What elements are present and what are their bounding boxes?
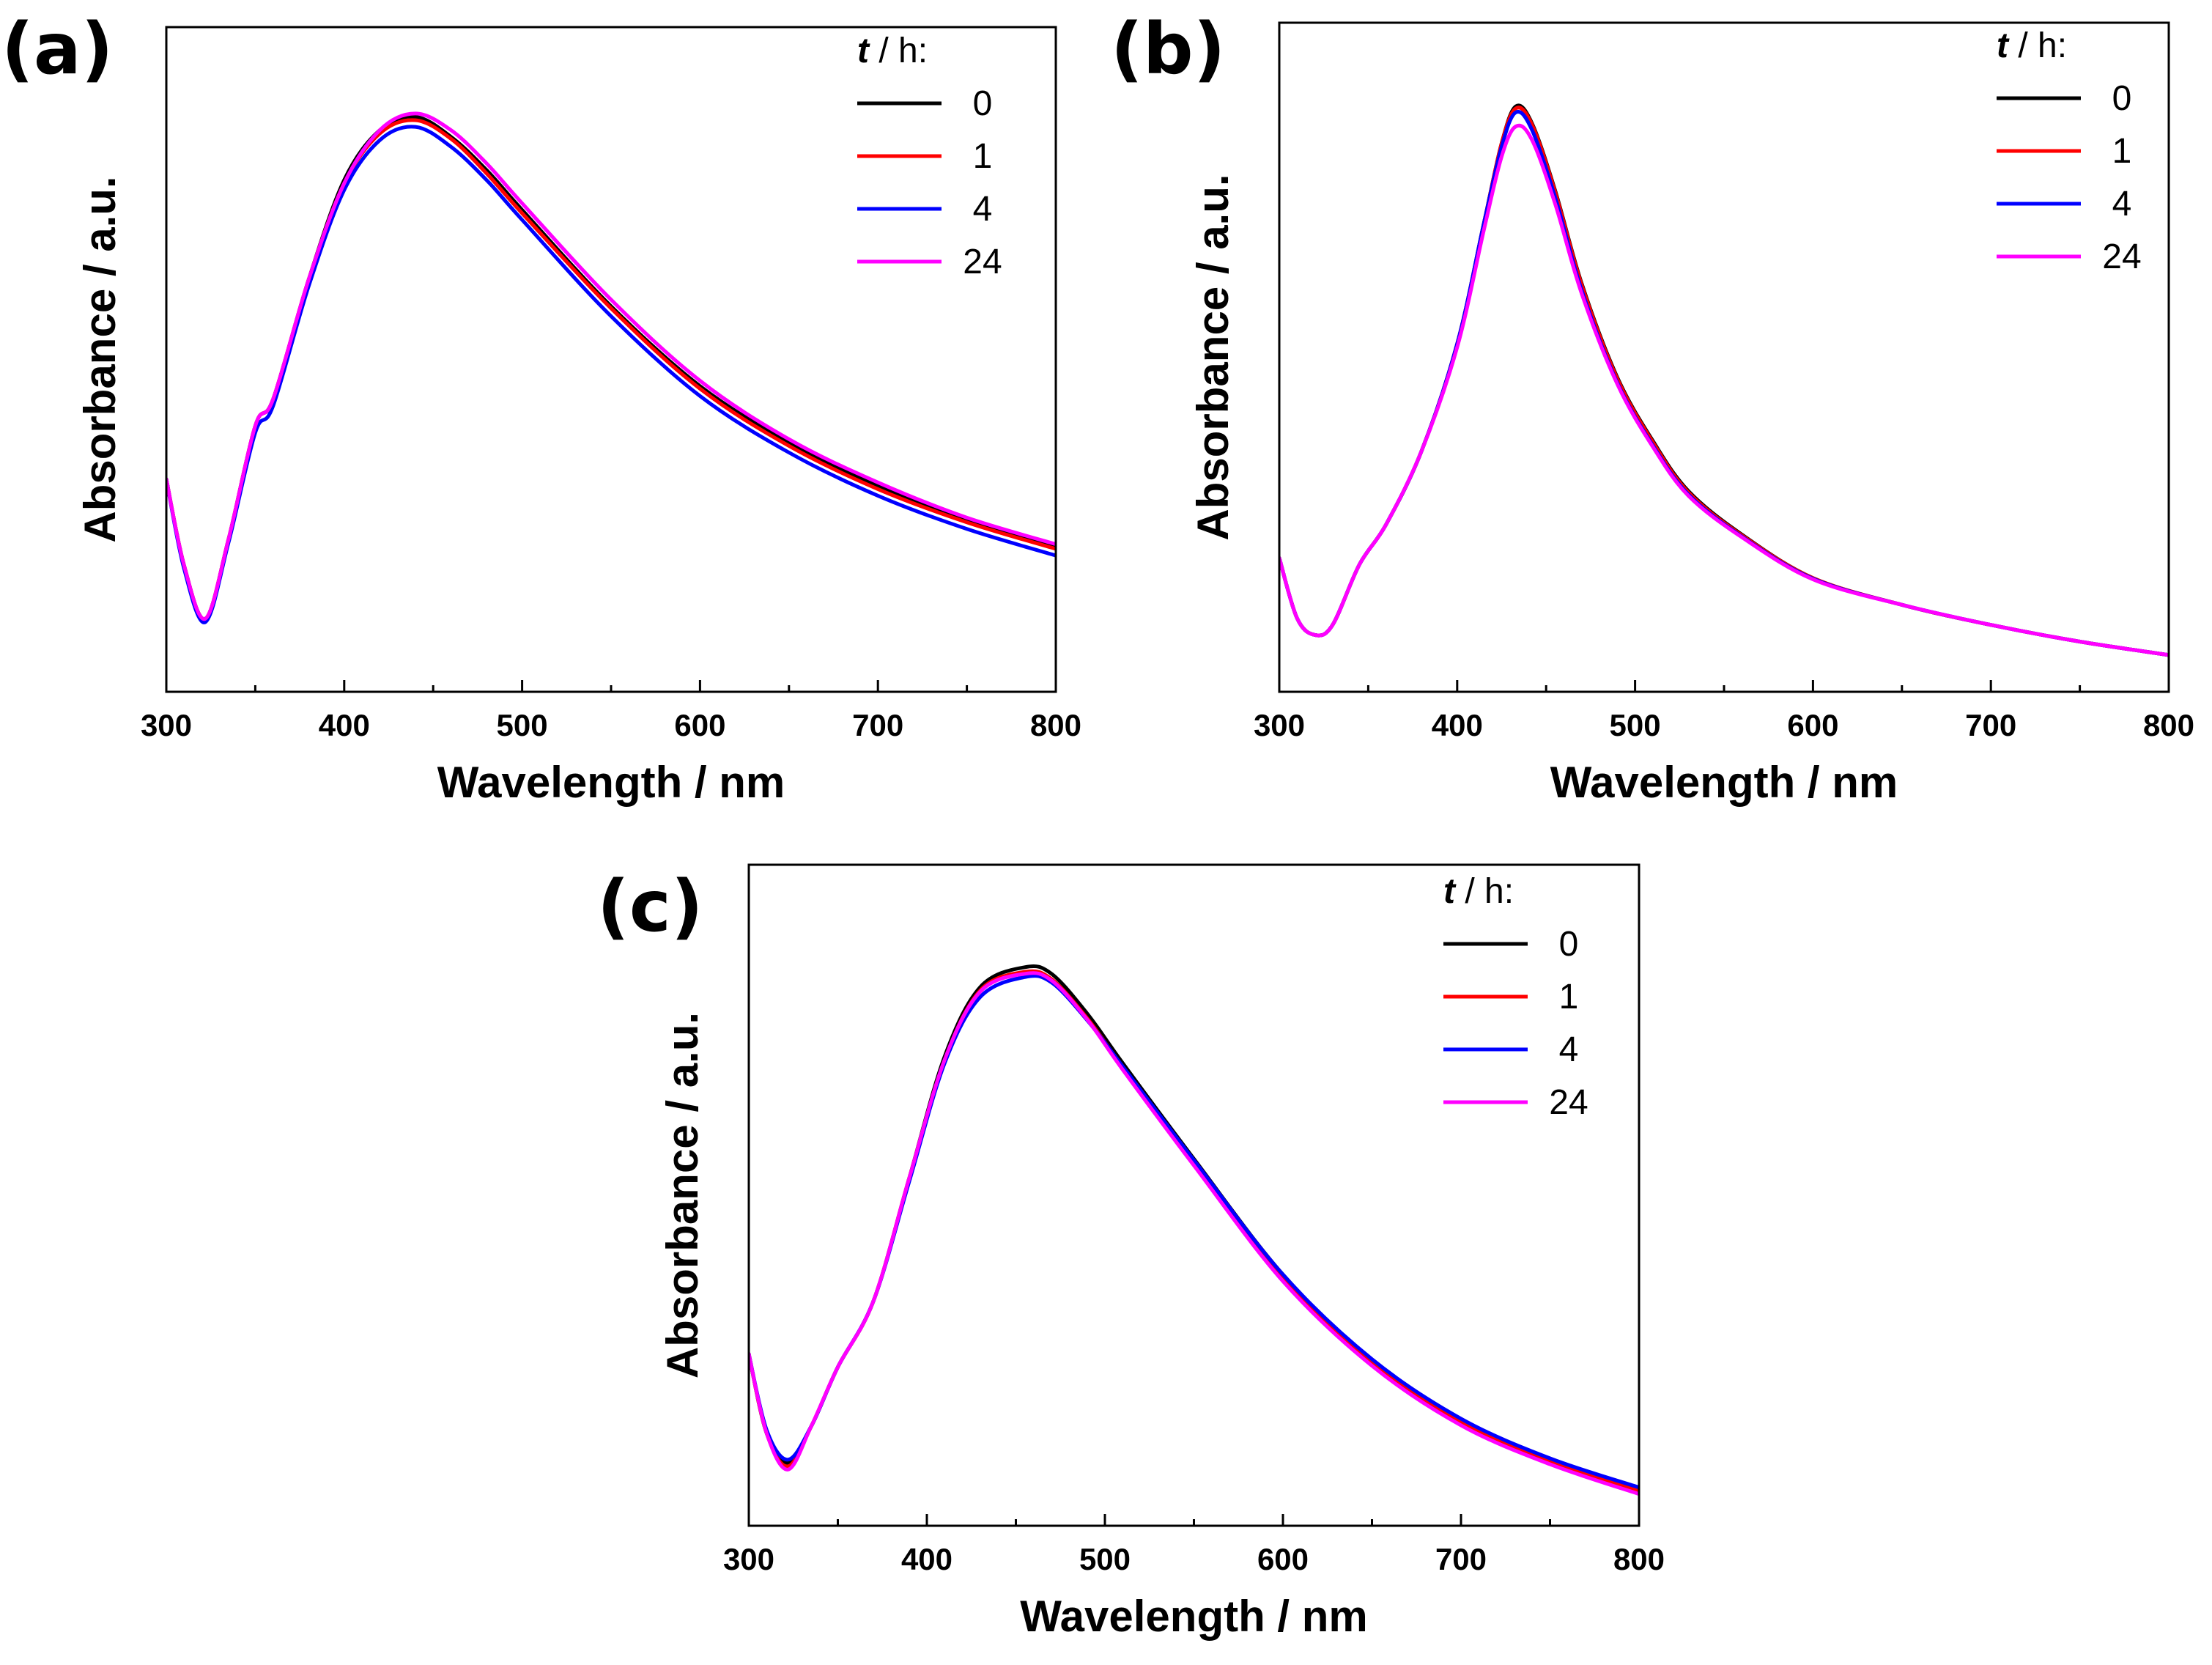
panel-label: (b) — [1111, 8, 1225, 90]
y-axis-title: Absorbance / a.u. — [658, 1012, 707, 1378]
series-line-4h — [1279, 109, 2169, 657]
legend: t / h: 0 1 4 24 — [857, 32, 1002, 281]
legend-title-unit: / h: — [1455, 872, 1514, 911]
x-tick-label: 500 — [1610, 708, 1661, 742]
x-tick-label: 700 — [1435, 1542, 1487, 1576]
legend-title: t / h: — [857, 32, 928, 70]
series-line-24h — [166, 111, 1056, 621]
legend-label-0h: 0 — [2112, 79, 2132, 118]
x-tick-label: 300 — [141, 708, 192, 742]
legend-title: t / h: — [1997, 26, 2067, 65]
x-tick-label: 400 — [319, 708, 370, 742]
panel-label: (c) — [597, 865, 703, 948]
x-tick-label: 600 — [1257, 1542, 1309, 1576]
legend-label-0h: 0 — [973, 84, 993, 123]
x-tick-label: 500 — [497, 708, 548, 742]
x-tick-label: 400 — [901, 1542, 953, 1576]
x-tick-label: 700 — [1965, 708, 2016, 742]
x-tick-label: 800 — [1613, 1542, 1665, 1576]
y-axis-title: Absorbance / a.u. — [75, 176, 125, 542]
x-tick-label: 600 — [674, 708, 725, 742]
legend-title-symbol: t — [1997, 26, 2010, 65]
plot-frame — [747, 863, 1640, 1527]
series-line-0h — [1279, 103, 2169, 657]
series-line-24h — [749, 971, 1639, 1496]
x-tick-label: 300 — [1254, 708, 1305, 742]
x-axis-title: Wavelength / nm — [1550, 758, 1898, 807]
legend-label-24h: 24 — [963, 243, 1002, 281]
series-line-4h — [749, 974, 1639, 1490]
legend: t / h: 0 1 4 24 — [1997, 26, 2142, 276]
legend-title-symbol: t — [857, 32, 870, 70]
series-group — [749, 964, 1639, 1496]
legend-title-unit: / h: — [869, 32, 928, 70]
series-line-0h — [166, 114, 1056, 621]
legend-label-4h: 4 — [1559, 1030, 1579, 1069]
legend-title: t / h: — [1443, 872, 1514, 911]
legend-label-4h: 4 — [2112, 185, 2132, 224]
legend-label-24h: 24 — [2102, 237, 2141, 276]
legend-label-4h: 4 — [973, 190, 993, 229]
series-group — [1279, 103, 2169, 657]
x-tick-label: 500 — [1079, 1542, 1131, 1576]
series-group — [166, 111, 1056, 624]
plot-frame — [165, 26, 1057, 693]
legend-title-symbol: t — [1443, 872, 1457, 911]
panel-label: (a) — [1, 8, 114, 90]
series-line-1h — [166, 118, 1056, 621]
chart-panel: (a) 300 400 500 600 700 800 Wavelength / nm Abso… — [1, 8, 1081, 807]
chart-panel: (c) 300 400 500 600 700 800 Wavelength / nm Abso… — [597, 863, 1665, 1641]
legend-label-24h: 24 — [1549, 1083, 1588, 1122]
x-tick-label: 300 — [723, 1542, 774, 1576]
legend: t / h: 0 1 4 24 — [1443, 872, 1588, 1122]
legend-label-0h: 0 — [1559, 925, 1579, 964]
series-line-1h — [1279, 106, 2169, 657]
legend-label-1h: 1 — [1559, 978, 1579, 1016]
x-tick-label: 800 — [1030, 708, 1081, 742]
y-axis-title: Absorbance / a.u. — [1188, 174, 1238, 540]
x-tick-label: 400 — [1432, 708, 1483, 742]
x-axis-title: Wavelength / nm — [1020, 1592, 1368, 1641]
x-tick-label: 800 — [2143, 708, 2194, 742]
legend-title-unit: / h: — [2008, 26, 2067, 65]
legend-label-1h: 1 — [973, 137, 993, 176]
x-axis-title: Wavelength / nm — [437, 758, 785, 807]
legend-label-1h: 1 — [2112, 132, 2132, 171]
plot-frame — [1278, 21, 2170, 693]
x-tick-label: 600 — [1787, 708, 1838, 742]
series-line-4h — [166, 125, 1056, 624]
x-tick-label: 700 — [852, 708, 903, 742]
series-line-0h — [749, 964, 1639, 1491]
series-line-24h — [1279, 123, 2169, 657]
chart-panel: (b) 300 400 500 600 700 800 Wavelength / nm Abso… — [1111, 8, 2194, 807]
